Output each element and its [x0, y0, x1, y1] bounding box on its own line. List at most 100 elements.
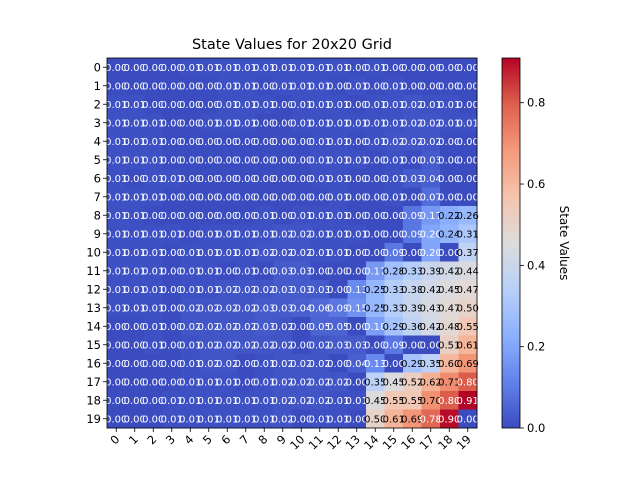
heatmap-cell — [236, 132, 256, 151]
heatmap-cell — [144, 76, 163, 96]
cell-value-label: 0.00 — [346, 137, 368, 148]
heatmap-cell — [329, 58, 348, 77]
cell-value-label: 0.01 — [253, 100, 275, 111]
heatmap-cell — [421, 169, 441, 188]
heatmap-cell — [440, 58, 459, 77]
cell-value-label: 0.00 — [438, 63, 460, 74]
heatmap-cell — [403, 206, 422, 225]
heatmap-cell — [144, 409, 163, 429]
heatmap-cell — [107, 206, 126, 225]
cell-value-label: 0.00 — [161, 377, 183, 388]
heatmap-cell — [329, 409, 348, 429]
cell-value-label: 0.17 — [364, 266, 386, 277]
heatmap-cell — [255, 187, 274, 207]
cell-value-label: 0.02 — [216, 303, 238, 314]
cell-value-label: 0.02 — [327, 377, 349, 388]
cell-value-label: 0.03 — [272, 266, 294, 277]
cell-value-label: 0.02 — [290, 359, 312, 370]
heatmap-cell — [458, 169, 478, 188]
heatmap-cell — [236, 243, 256, 262]
cell-value-label: 0.01 — [216, 396, 238, 407]
cell-value-label: 0.01 — [216, 81, 238, 92]
cell-value-label: 0.00 — [124, 63, 146, 74]
heatmap-cell — [255, 354, 274, 373]
cell-value-label: 0.00 — [364, 155, 386, 166]
cell-value-label: 0.01 — [327, 174, 349, 185]
heatmap-cell — [273, 113, 293, 133]
heatmap-cell — [125, 298, 145, 318]
cell-value-label: 0.90 — [438, 414, 460, 425]
cell-value-label: 0.02 — [216, 340, 238, 351]
cell-value-label: 0.61 — [457, 340, 479, 351]
heatmap-cell — [347, 317, 367, 336]
heatmap-cell — [273, 206, 293, 225]
heatmap-cell — [458, 76, 478, 96]
heatmap-cell — [236, 76, 256, 96]
cell-value-label: 0.00 — [161, 137, 183, 148]
heatmap-cell — [440, 132, 459, 151]
heatmap-cell — [292, 280, 311, 299]
heatmap-cell — [403, 372, 422, 392]
heatmap-cell — [162, 243, 182, 262]
cell-value-label: 0.13 — [346, 285, 368, 296]
heatmap-cell — [273, 409, 293, 429]
cell-value-label: 0.02 — [179, 303, 201, 314]
cell-value-label: 0.02 — [401, 137, 423, 148]
cell-value-label: 0.00 — [161, 211, 183, 222]
cell-value-label: 0.01 — [272, 81, 294, 92]
cell-value-label: 0.00 — [309, 266, 331, 277]
heatmap-cell — [255, 58, 274, 77]
heatmap-cell — [292, 150, 311, 170]
heatmap-cell — [255, 261, 274, 281]
y-tick-label: 12 — [86, 282, 101, 296]
cell-value-label: 0.00 — [438, 174, 460, 185]
cell-value-label: 0.01 — [327, 229, 349, 240]
cell-value-label: 0.47 — [457, 285, 479, 296]
heatmap-cell — [162, 261, 182, 281]
cell-value-label: 0.00 — [235, 174, 257, 185]
heatmap-cell — [181, 58, 200, 77]
cell-value-label: 0.01 — [216, 229, 238, 240]
heatmap-cell — [384, 58, 404, 77]
cell-value-label: 0.02 — [253, 340, 275, 351]
cell-value-label: 0.01 — [198, 63, 220, 74]
cell-value-label: 0.00 — [142, 100, 164, 111]
heatmap-cell — [144, 58, 163, 77]
cell-value-label: 0.00 — [235, 137, 257, 148]
x-tick-label: 10 — [287, 432, 307, 452]
heatmap-cell — [440, 169, 459, 188]
heatmap-cell — [458, 132, 478, 151]
heatmap-cell — [218, 298, 237, 318]
cell-value-label: 0.02 — [420, 118, 442, 129]
heatmap-cell — [181, 243, 200, 262]
cell-value-label: 0.48 — [438, 322, 460, 333]
heatmap-cell — [366, 206, 385, 225]
heatmap-cell — [366, 409, 385, 429]
heatmap-cell — [292, 169, 311, 188]
cell-value-label: 0.01 — [142, 137, 164, 148]
cell-value-label: 0.01 — [235, 229, 257, 240]
heatmap-cell — [347, 150, 367, 170]
heatmap-cell — [236, 391, 256, 410]
cell-value-label: 0.00 — [253, 137, 275, 148]
cell-value-label: 0.00 — [179, 118, 201, 129]
cell-value-label: 0.00 — [124, 81, 146, 92]
heatmap-cell — [107, 298, 126, 318]
heatmap-cell — [292, 409, 311, 429]
x-tick-label: 9 — [274, 432, 289, 447]
heatmap-cell — [255, 224, 274, 244]
cell-value-label: 0.00 — [124, 322, 146, 333]
cell-value-label: 0.55 — [457, 322, 479, 333]
cell-value-label: 0.02 — [235, 303, 257, 314]
heatmap-cell — [403, 409, 422, 429]
cell-value-label: 0.00 — [179, 81, 201, 92]
heatmap-cell — [107, 113, 126, 133]
cell-value-label: 0.01 — [198, 396, 220, 407]
cell-value-label: 0.01 — [309, 155, 331, 166]
cell-value-label: 0.01 — [142, 229, 164, 240]
heatmap-cell — [144, 298, 163, 318]
cell-value-label: 0.02 — [272, 414, 294, 425]
heatmap-cell — [273, 280, 293, 299]
y-tick-label: 17 — [86, 375, 101, 389]
cell-value-label: 0.01 — [309, 137, 331, 148]
